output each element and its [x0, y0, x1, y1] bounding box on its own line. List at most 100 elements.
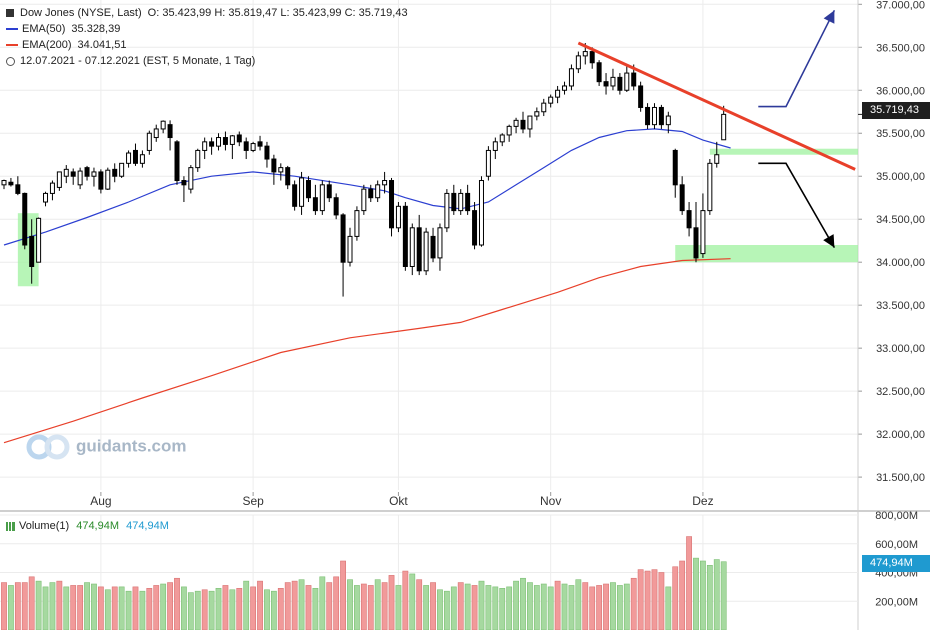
volume-bar — [354, 585, 360, 630]
volume-bar — [374, 579, 381, 630]
volume-bar — [686, 536, 692, 630]
resistance-trendline — [577, 41, 856, 171]
watermark: guidants.com — [26, 434, 187, 460]
candle-body — [70, 171, 76, 177]
volume-bar — [700, 560, 706, 630]
candle-body — [437, 227, 443, 259]
candle-body — [624, 72, 630, 91]
candle-body — [77, 170, 83, 186]
volume-bar — [340, 560, 346, 630]
candle-body — [534, 111, 540, 117]
volume-bar — [236, 588, 243, 630]
candle-body — [181, 180, 187, 186]
volume-bar — [347, 579, 353, 630]
volume-bar — [644, 570, 651, 630]
guidants-logo-icon — [26, 434, 70, 460]
candle-body — [285, 167, 291, 186]
candle-body — [299, 177, 305, 207]
candle-body — [382, 180, 388, 186]
candle-body — [84, 167, 90, 177]
candle-body — [105, 169, 111, 190]
volume-bar — [194, 590, 201, 630]
candle-body — [347, 235, 353, 263]
candle-body — [527, 115, 533, 130]
volume-label: Volume(1) — [19, 520, 70, 532]
candle-body — [658, 106, 664, 126]
watermark-text: guidants.com — [76, 436, 187, 456]
candle-body — [153, 128, 159, 139]
candle-body — [562, 85, 568, 91]
volume-bar — [14, 582, 21, 630]
candle-icon — [6, 9, 14, 18]
volume-bar — [360, 583, 367, 630]
candle-body — [29, 235, 35, 267]
volume-bar — [174, 577, 180, 630]
candle-body — [610, 76, 616, 87]
volume-bar — [118, 586, 125, 630]
volume-bar — [153, 585, 160, 630]
volume-bar — [291, 580, 298, 630]
ema50-value: 35.328,39 — [71, 23, 121, 35]
candle-body — [721, 113, 727, 141]
candle-body — [389, 180, 395, 229]
volume-bar — [1, 582, 7, 630]
volume-bar — [243, 580, 250, 630]
volume-bar — [167, 582, 173, 630]
volume-bar — [457, 582, 464, 630]
candle-body — [582, 51, 588, 57]
candle-body — [139, 154, 145, 164]
candle-body — [700, 210, 706, 255]
volume-bar — [679, 560, 686, 630]
candle-body — [132, 149, 138, 164]
volume-bar — [478, 580, 485, 630]
candle-body — [209, 141, 215, 147]
volume-bar — [42, 586, 49, 630]
candle-body — [520, 119, 526, 130]
volume-tick-label: 600,00M — [875, 539, 918, 551]
price-tick-label: 31.500,00 — [876, 472, 925, 484]
price-tick-label: 32.500,00 — [876, 386, 925, 398]
volume-tick-label: 800,00M — [875, 510, 918, 522]
price-tick-label: 34.500,00 — [876, 214, 925, 226]
candle-body — [319, 184, 325, 212]
candle-body — [216, 137, 222, 147]
volume-bar — [409, 573, 416, 630]
price-tick-label: 33.500,00 — [876, 300, 925, 312]
volume-bar — [485, 585, 492, 630]
candle-body — [506, 125, 512, 136]
candle-body — [188, 167, 194, 190]
candle-body — [1, 180, 7, 186]
volume-bar — [630, 577, 637, 630]
volume-bar — [326, 582, 333, 630]
volume-bar — [402, 570, 409, 630]
candle-body — [340, 214, 346, 263]
ema50-label: EMA(50) — [22, 23, 66, 35]
volume-bar — [706, 565, 713, 630]
arrow-up-line — [758, 9, 836, 108]
volume-bar — [623, 583, 630, 630]
arrow-down-head — [823, 234, 835, 248]
volume-bar — [437, 589, 443, 630]
volume-bar — [208, 590, 215, 630]
date-tick-label: Sep — [242, 494, 264, 508]
candle-body — [555, 89, 561, 98]
legend-row-ema200: EMA(200) 34.041,51 — [6, 37, 414, 53]
volume-bar — [395, 585, 402, 630]
volume-bar — [305, 585, 312, 630]
candle-body — [402, 205, 408, 267]
candle-body — [278, 167, 284, 173]
volume-bar — [568, 585, 575, 630]
candle-body — [368, 188, 374, 199]
candle-body — [361, 188, 367, 212]
chart-legend: Dow Jones (NYSE, Last) O: 35.423,99 H: 35… — [6, 5, 414, 69]
volume-bar — [21, 582, 28, 630]
volume-bar — [84, 582, 90, 630]
candle-body — [146, 132, 152, 151]
candle-body — [257, 141, 263, 147]
candle-body — [451, 192, 457, 212]
candle-body — [568, 68, 574, 87]
volume-bar — [527, 582, 533, 630]
ema200-value: 34.041,51 — [77, 39, 127, 51]
candle-body — [603, 81, 609, 87]
volume-bar — [367, 585, 374, 630]
